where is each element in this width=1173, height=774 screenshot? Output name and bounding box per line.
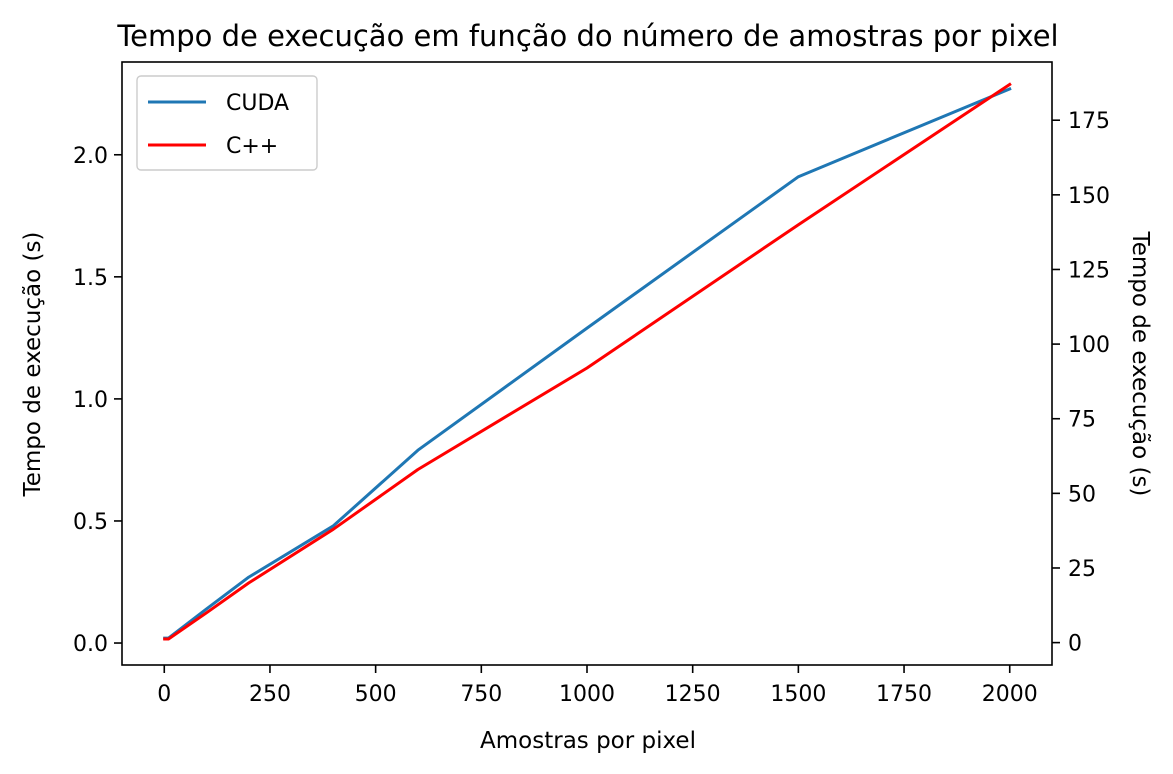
y-right-tick-label: 25 (1068, 557, 1096, 582)
y-right-tick-label: 75 (1068, 408, 1096, 433)
x-tick-label: 2000 (982, 682, 1038, 707)
y-left-tick-label: 0.0 (73, 632, 108, 657)
y-left-tick-label: 0.5 (73, 510, 108, 535)
y-right-tick-label: 50 (1068, 482, 1096, 507)
x-tick-label: 500 (355, 682, 397, 707)
x-tick-label: 1000 (559, 682, 615, 707)
y-axis-right-label: Tempo de execução (s) (1127, 231, 1153, 497)
series-line-cuda (163, 86, 1012, 640)
y-left-tick-label: 1.5 (73, 266, 108, 291)
y-axis-left: 0.0 0.5 1.0 1.5 2.0 (73, 144, 122, 657)
y-left-tick-label: 2.0 (73, 144, 108, 169)
x-tick-label: 1750 (876, 682, 932, 707)
y-left-tick-label: 1.0 (73, 388, 108, 413)
y-axis-right: 0 25 50 75 100 125 150 175 (1052, 109, 1110, 657)
legend-label: C++ (226, 134, 278, 159)
x-tick-label: 1500 (770, 682, 826, 707)
x-tick-label: 250 (249, 682, 291, 707)
legend: CUDA C++ (136, 75, 318, 171)
y-right-tick-label: 125 (1068, 258, 1110, 283)
x-axis-label: Amostras por pixel (480, 728, 696, 754)
chart-title: Tempo de execução em função do número de… (116, 19, 1058, 53)
y-right-tick-label: 175 (1068, 109, 1110, 134)
y-right-tick-label: 150 (1068, 184, 1110, 209)
x-tick-label: 1250 (665, 682, 721, 707)
series-line-c- (163, 82, 1012, 641)
y-right-tick-label: 100 (1068, 333, 1110, 358)
series-layer (163, 82, 1012, 641)
x-axis: 0 250 500 750 1000 1250 1500 1750 2000 (157, 665, 1038, 707)
x-tick-label: 750 (460, 682, 502, 707)
y-axis-left-label: Tempo de execução (s) (20, 232, 46, 498)
y-right-tick-label: 0 (1068, 632, 1082, 657)
legend-label: CUDA (226, 91, 289, 116)
x-tick-label: 0 (157, 682, 171, 707)
